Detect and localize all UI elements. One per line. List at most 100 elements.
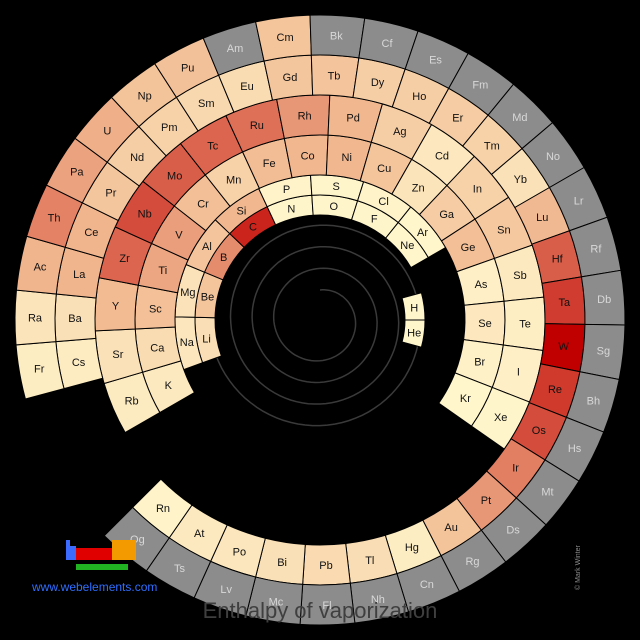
element-symbol-as: As — [475, 279, 488, 291]
element-symbol-cr: Cr — [197, 199, 209, 211]
element-symbol-gd: Gd — [283, 72, 298, 84]
element-symbol-rb: Rb — [125, 396, 139, 408]
element-symbol-ac: Ac — [34, 262, 47, 274]
element-symbol-ni: Ni — [342, 152, 352, 164]
element-symbol-n: N — [287, 204, 295, 216]
element-symbol-pa: Pa — [70, 167, 84, 179]
element-symbol-he: He — [407, 327, 421, 339]
chart-title: Enthalpy of vaporization — [202, 598, 438, 623]
element-symbol-md: Md — [512, 112, 527, 124]
element-symbol-w: W — [558, 341, 569, 353]
element-symbol-np: Np — [138, 90, 152, 102]
element-symbol-ga: Ga — [439, 209, 455, 221]
element-symbol-rh: Rh — [298, 111, 312, 123]
element-symbol-no: No — [546, 151, 560, 163]
spiral-guide — [208, 202, 422, 427]
element-symbol-ra: Ra — [28, 313, 43, 325]
element-symbol-pd: Pd — [346, 113, 359, 125]
element-symbol-al: Al — [202, 241, 212, 253]
element-symbol-yb: Yb — [514, 174, 527, 186]
element-symbol-bh: Bh — [587, 396, 600, 408]
element-symbol-sm: Sm — [198, 98, 215, 110]
element-symbol-mt: Mt — [541, 487, 553, 499]
element-symbol-xe: Xe — [494, 412, 507, 424]
element-symbol-po: Po — [233, 546, 246, 558]
element-symbol-ca: Ca — [150, 343, 165, 355]
element-symbol-eu: Eu — [240, 81, 253, 93]
element-symbol-p: P — [283, 184, 290, 196]
element-symbol-lv: Lv — [220, 584, 232, 596]
element-symbol-tc: Tc — [207, 140, 219, 152]
element-symbol-pb: Pb — [319, 560, 332, 572]
element-symbol-si: Si — [237, 205, 247, 217]
element-cell-he[interactable] — [401, 319, 426, 348]
element-symbol-fl: Fl — [322, 600, 331, 612]
element-symbol-sr: Sr — [112, 349, 123, 361]
element-symbol-ne: Ne — [400, 240, 414, 252]
element-symbol-y: Y — [112, 301, 120, 313]
element-symbol-fe: Fe — [263, 158, 276, 170]
element-symbol-ar: Ar — [417, 227, 428, 239]
element-symbol-pu: Pu — [181, 63, 194, 75]
element-symbol-ru: Ru — [250, 120, 264, 132]
element-symbol-ds: Ds — [506, 525, 520, 537]
element-symbol-bi: Bi — [277, 557, 287, 569]
element-symbol-ge: Ge — [461, 242, 476, 254]
element-symbol-h: H — [410, 303, 418, 315]
element-symbol-co: Co — [301, 151, 315, 163]
element-symbol-tm: Tm — [484, 140, 500, 152]
element-symbol-db: Db — [597, 294, 611, 306]
element-symbol-in: In — [473, 184, 482, 196]
element-symbol-fm: Fm — [472, 79, 488, 91]
element-symbol-li: Li — [202, 334, 211, 346]
element-symbol-v: V — [175, 229, 183, 241]
element-symbol-au: Au — [444, 522, 457, 534]
element-symbol-mg: Mg — [180, 287, 195, 299]
webelements-logo — [66, 540, 136, 570]
element-symbol-ba: Ba — [68, 313, 82, 325]
element-symbol-be: Be — [201, 291, 214, 303]
element-symbol-o: O — [330, 201, 339, 213]
element-symbol-k: K — [165, 380, 173, 392]
element-symbol-os: Os — [532, 425, 547, 437]
element-symbol-nd: Nd — [130, 152, 144, 164]
element-symbol-mn: Mn — [226, 174, 241, 186]
element-symbol-rf: Rf — [590, 244, 602, 256]
element-symbol-lu: Lu — [536, 212, 548, 224]
element-symbol-ts: Ts — [174, 563, 186, 575]
element-symbol-sc: Sc — [149, 303, 162, 315]
element-symbol-hf: Hf — [552, 254, 564, 266]
element-symbol-kr: Kr — [460, 393, 471, 405]
element-symbol-cu: Cu — [377, 163, 391, 175]
element-symbol-ce: Ce — [84, 227, 98, 239]
element-symbol-pm: Pm — [161, 122, 178, 134]
element-symbol-pt: Pt — [481, 495, 491, 507]
element-symbol-tl: Tl — [365, 555, 374, 567]
element-symbol-hg: Hg — [405, 542, 419, 554]
element-symbol-zn: Zn — [412, 182, 425, 194]
element-symbol-ho: Ho — [412, 91, 426, 103]
element-symbol-am: Am — [227, 43, 244, 55]
element-symbol-u: U — [103, 125, 111, 137]
element-symbol-cl: Cl — [378, 196, 388, 208]
website-link[interactable]: www.webelements.com — [32, 580, 158, 594]
element-symbol-cs: Cs — [72, 357, 86, 369]
element-symbol-br: Br — [474, 357, 485, 369]
element-symbol-dy: Dy — [371, 77, 385, 89]
element-symbol-rg: Rg — [465, 556, 479, 568]
element-symbol-sn: Sn — [497, 224, 510, 236]
element-symbol-se: Se — [478, 318, 491, 330]
element-symbol-zr: Zr — [119, 253, 130, 265]
element-symbol-ti: Ti — [158, 265, 167, 277]
element-symbol-mc: Mc — [269, 597, 284, 609]
element-symbol-f: F — [371, 214, 378, 226]
element-symbol-sg: Sg — [597, 345, 610, 357]
element-symbol-er: Er — [452, 112, 463, 124]
element-symbol-b: B — [220, 252, 227, 264]
element-symbol-te: Te — [519, 319, 531, 331]
element-symbol-lr: Lr — [574, 195, 584, 207]
element-symbol-cn: Cn — [420, 579, 434, 591]
element-symbol-pr: Pr — [105, 187, 116, 199]
element-symbol-cm: Cm — [277, 32, 294, 44]
element-symbol-re: Re — [548, 384, 562, 396]
